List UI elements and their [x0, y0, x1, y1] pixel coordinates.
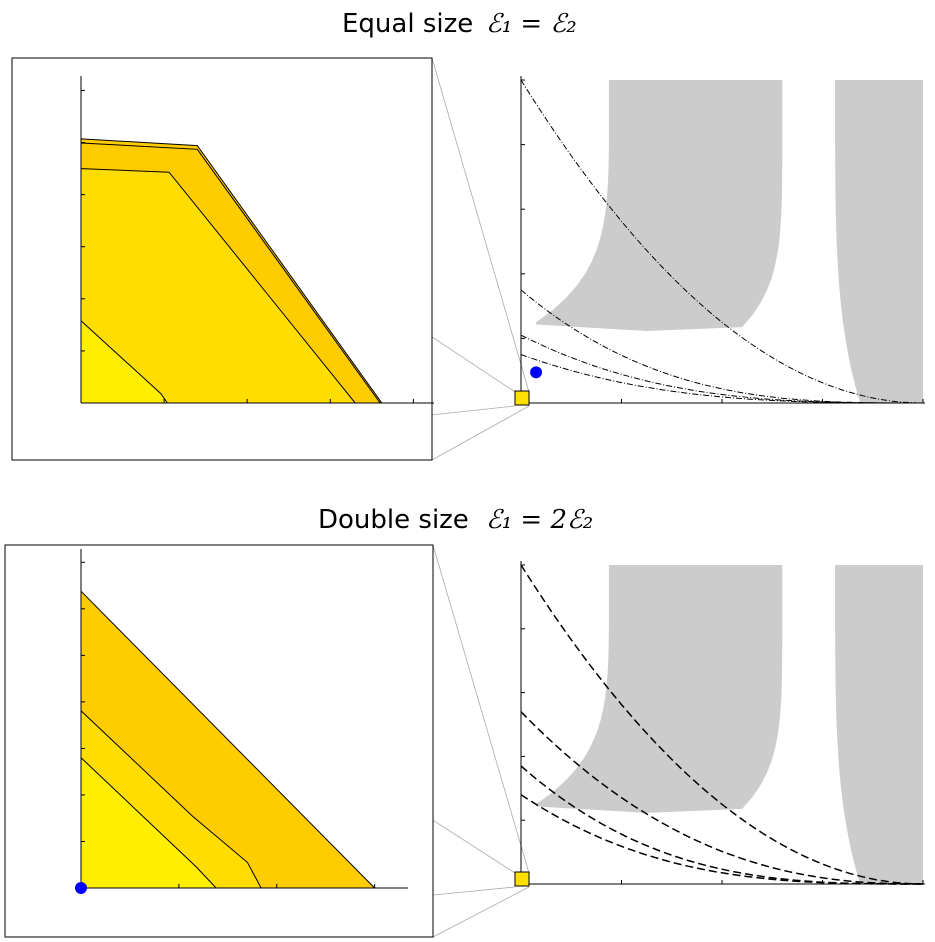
- top-title-math: ℰ₁ = ℰ₂: [486, 9, 577, 39]
- panel-top-left: [11, 57, 434, 461]
- grey-region-2: [835, 565, 923, 884]
- top-title: Equal size: [342, 9, 473, 39]
- bottom-title-math: ℰ₁ = 2ℰ₂: [486, 505, 593, 535]
- contour-line-4: [80, 320, 168, 404]
- curve-4: [520, 354, 923, 404]
- connector-line: [431, 57, 530, 393]
- curve-2: [520, 289, 923, 404]
- curve-1: [520, 79, 924, 404]
- contour-line-3: [80, 168, 356, 404]
- contour-line-1: [80, 138, 383, 404]
- contour-line-2: [80, 142, 381, 404]
- contour-line-3: [80, 757, 217, 889]
- grey-region-1: [536, 565, 783, 813]
- pluto-charon-marker: [75, 882, 87, 894]
- grey-region-2: [835, 80, 923, 403]
- curve-2: [520, 711, 923, 885]
- connector-line: [432, 544, 530, 874]
- contour-line-1: [80, 590, 375, 889]
- curve-1: [520, 564, 924, 885]
- panel-bottom-left: [4, 544, 434, 938]
- zoom-box: [514, 871, 530, 887]
- contour-line-2: [80, 710, 262, 889]
- grey-region-1: [536, 80, 783, 331]
- panel-top-right: [514, 76, 925, 406]
- region-4: [81, 320, 168, 403]
- connector-line: [431, 405, 530, 461]
- zoom-box: [514, 390, 530, 406]
- panel-bottom-right: [514, 561, 925, 887]
- region-3: [81, 168, 356, 403]
- connector-line: [432, 886, 530, 938]
- patroclus-marker: [530, 366, 543, 379]
- bottom-title: Double size: [318, 505, 469, 535]
